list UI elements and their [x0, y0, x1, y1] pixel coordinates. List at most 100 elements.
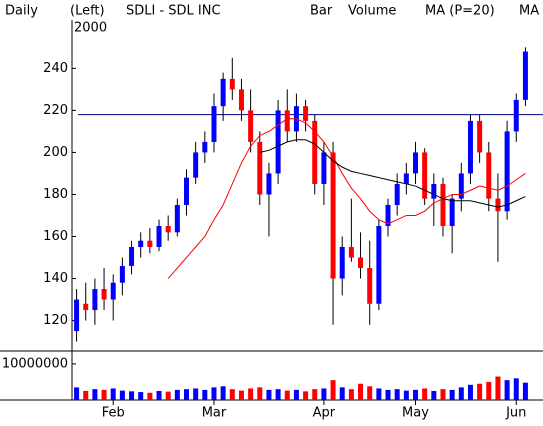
volume-bar [330, 380, 336, 400]
volume-bar [312, 389, 318, 400]
candle-body [119, 265, 125, 283]
volume-bar [303, 391, 309, 400]
candle-body [431, 183, 437, 199]
candle-body [394, 183, 400, 205]
volume-bar [394, 389, 400, 400]
x-tick-label: Apr [313, 406, 336, 421]
volume-bar [449, 389, 455, 400]
x-tick-label: Mar [202, 406, 227, 421]
candle-body [303, 106, 309, 121]
volume-bar [376, 388, 382, 400]
x-tick-label: Jun [505, 406, 526, 421]
ma-line [167, 118, 526, 279]
candle-body [184, 177, 189, 205]
candle-body [348, 247, 354, 258]
bar-legend: Bar [310, 4, 333, 19]
volume-bar [513, 378, 519, 400]
volume-bar [458, 387, 464, 400]
volume-bar [110, 388, 116, 400]
volume-bar [403, 390, 409, 400]
candle-body [467, 120, 473, 174]
candle-body [458, 173, 464, 199]
volume-bar [293, 389, 299, 400]
candle-body [138, 240, 144, 248]
y-tick-label: 140 [43, 271, 68, 286]
candle-body [92, 289, 98, 311]
volume-bar [440, 389, 446, 400]
candle-body [376, 225, 382, 304]
candle-body [266, 173, 272, 195]
volume-bar [358, 383, 364, 400]
candle-body [358, 257, 364, 269]
ma-legend: MA [519, 4, 539, 19]
candle-body [275, 110, 281, 174]
candle-body [211, 106, 217, 142]
candle-body [403, 173, 409, 184]
candle-body [238, 89, 244, 111]
candle-body [422, 152, 428, 199]
candle-body [513, 99, 519, 132]
candle-body [83, 303, 89, 311]
period: Daily [5, 4, 38, 19]
candle-body [156, 225, 162, 248]
candle-body [321, 152, 327, 184]
chart-title: SDLI - SDL INC [126, 4, 221, 19]
candle-body [385, 204, 391, 226]
candle-body [330, 152, 336, 279]
volume-bar [266, 389, 272, 400]
candle-body [495, 198, 501, 212]
volume-bar [486, 381, 492, 400]
candle-body [110, 282, 116, 300]
candle-body [101, 289, 107, 300]
volume-bar [202, 389, 208, 400]
candle-body [248, 110, 254, 142]
volume-bar [92, 389, 98, 400]
volume-bar [275, 389, 281, 400]
volume-bar [229, 389, 235, 400]
candle-body [193, 152, 199, 178]
x-tick-label: Feb [102, 406, 125, 421]
volume-bar [413, 389, 418, 400]
candle-body [449, 198, 455, 226]
volume-bar [495, 376, 501, 400]
x-tick-label: May [402, 406, 429, 421]
volume-bar [156, 390, 162, 400]
volume-bar [284, 390, 290, 400]
candle-body [129, 247, 135, 266]
candle-body [257, 141, 263, 195]
volume-bar [184, 389, 189, 400]
volume-bar [522, 382, 528, 400]
ma-legend: MA (P=20) [425, 4, 495, 19]
volume-bar [431, 390, 437, 400]
volume-bar [348, 389, 354, 400]
candle-body [220, 78, 226, 107]
candle-body [74, 299, 80, 332]
y-tick-label: 180 [43, 187, 68, 202]
candle-body [339, 247, 345, 279]
candle-body [147, 240, 153, 248]
volume-bar [165, 391, 171, 400]
volume-tick-label: 10000000 [2, 356, 68, 371]
candle-body [413, 152, 418, 174]
y-tick-label: 120 [43, 313, 68, 328]
year: 2000 [74, 21, 107, 36]
candle-body [477, 120, 483, 153]
candle-body [284, 110, 290, 132]
volume-bar [238, 390, 244, 400]
candle-body [367, 268, 373, 304]
volume-bar [385, 389, 391, 400]
candle-body [504, 131, 510, 212]
candle-body [229, 78, 235, 90]
volume-bar [367, 386, 373, 400]
candle-body [440, 183, 446, 226]
ma-line [259, 139, 526, 208]
volume-bar [74, 387, 80, 400]
volume-legend: Volume [348, 4, 396, 19]
volume-bar [220, 386, 226, 400]
volume-bar [147, 392, 153, 400]
volume-bar [193, 388, 199, 400]
volume-bar [174, 389, 180, 400]
candle-body [522, 51, 528, 100]
volume-bar [83, 390, 89, 400]
